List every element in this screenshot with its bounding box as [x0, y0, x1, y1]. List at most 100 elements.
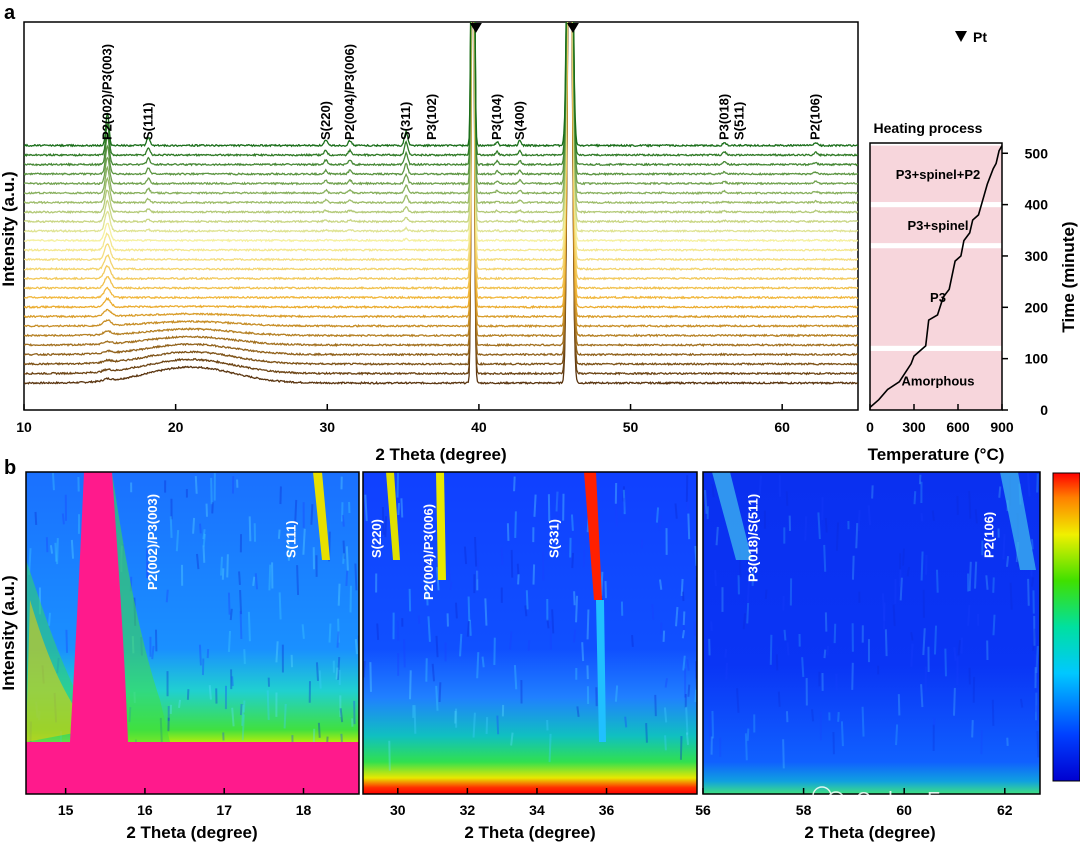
- b3-x-ticks: 56 58 60 62: [695, 788, 1013, 818]
- heatmap-streak: [555, 491, 559, 512]
- heatmap-streak: [438, 682, 442, 703]
- xrd-trace: [24, 22, 858, 186]
- peak-annotation: S(220): [369, 519, 384, 558]
- heatmap-streak: [861, 706, 865, 737]
- heatmap-streak: [744, 733, 748, 761]
- heatmap-streak: [54, 542, 58, 562]
- x-tick-label: 40: [471, 419, 487, 435]
- heatmap-streak: [674, 503, 678, 519]
- heatmap-streak: [935, 569, 939, 593]
- heatmap-streak: [1009, 582, 1013, 610]
- heatmap-streak: [1027, 472, 1031, 497]
- heatmap-streak: [514, 511, 517, 538]
- heating-y-tick-label: 200: [1025, 299, 1049, 315]
- heatmap-streak: [376, 623, 380, 641]
- heatmap-streak: [169, 516, 173, 538]
- heatmap-streak: [525, 590, 529, 610]
- heating-y-tick-label: 300: [1025, 248, 1049, 264]
- heatmap-streak: [685, 706, 689, 735]
- heatmap-streak: [436, 567, 440, 591]
- heatmap-streak: [336, 631, 340, 648]
- peak-label: P3(104): [489, 94, 504, 140]
- heatmap-streak: [998, 486, 1002, 498]
- heatmap-streak: [425, 579, 429, 606]
- heatmap-streak: [533, 494, 537, 517]
- heatmap-streak: [835, 522, 840, 551]
- heatmap-streak: [447, 558, 451, 582]
- heatmap-streak: [832, 732, 835, 755]
- heatmap-streak: [409, 670, 412, 700]
- heating-x-tick-label: 0: [866, 419, 874, 435]
- heatmap-streak: [1035, 646, 1039, 674]
- watermark: Carbon Energy: [812, 786, 991, 811]
- x-tick-label: 36: [599, 802, 615, 818]
- xrd-trace: [24, 22, 858, 329]
- heatmap-streak: [974, 561, 978, 589]
- heatmap-streak: [247, 611, 251, 642]
- peak-annotation: P3(018)/S(511): [745, 494, 760, 582]
- peak-label: P2(004)/P3(006): [342, 44, 357, 140]
- heatmap-streak: [275, 641, 279, 663]
- heatmap-streak: [685, 732, 690, 745]
- heatmap-streak: [485, 717, 489, 734]
- xrd-trace: [24, 22, 858, 357]
- heatmap-streak: [686, 500, 689, 513]
- heatmap-streak: [363, 661, 366, 678]
- s220-peak-trail: [386, 472, 400, 560]
- heatmap-streak: [679, 736, 683, 760]
- heatmap-streak: [210, 477, 213, 505]
- heatmap-streak: [476, 652, 480, 679]
- heating-x-tick-label: 300: [902, 419, 926, 435]
- heatmap-streak: [302, 528, 306, 555]
- heatmap-streak: [884, 629, 888, 657]
- heatmap-streak: [631, 634, 634, 647]
- heatmap-streak: [1034, 686, 1039, 713]
- x-tick-label: 10: [16, 419, 32, 435]
- x-tick-label: 50: [623, 419, 639, 435]
- heatmap-streak: [202, 529, 206, 540]
- heatmap-streak: [658, 515, 662, 531]
- p3-018-peak-trail: [712, 472, 752, 560]
- peak-label: P2(106): [808, 94, 823, 140]
- b2-x-ticks: 30 32 34 36: [390, 788, 615, 818]
- heatmap-streak: [823, 544, 827, 572]
- heatmap-streak: [476, 557, 480, 580]
- heatmap-streak: [178, 699, 182, 709]
- heatmap-streak: [651, 604, 655, 620]
- heating-y-tick-label: 0: [1040, 402, 1048, 418]
- phase-label: P3+spinel+P2: [896, 167, 981, 182]
- x-tick-label: 60: [774, 419, 790, 435]
- heatmap-streak: [229, 608, 233, 621]
- heatmap-streak: [70, 539, 75, 559]
- x-tick-label: 34: [529, 802, 545, 818]
- heatmap-streak: [586, 609, 590, 640]
- p2-106-peak-trail: [1000, 472, 1036, 570]
- heatmap-streak: [682, 655, 686, 671]
- xrd-trace: [24, 22, 858, 196]
- heatmap-streak: [782, 739, 785, 769]
- y-axis-title: Intensity (a.u.): [0, 171, 18, 286]
- peak-annotation: S(331): [546, 519, 561, 558]
- heatmap-frame: [25, 471, 360, 795]
- heatmap-streak: [920, 684, 924, 708]
- heatmap-streak: [548, 733, 552, 763]
- s331-lower-trail: [596, 600, 606, 742]
- peak-label: P2(002)/P3(003): [99, 44, 114, 140]
- heatmap-streak: [687, 513, 691, 540]
- heatmap-streak: [396, 620, 400, 641]
- heatmap-streak: [968, 490, 972, 519]
- peak-label: S(400): [512, 101, 527, 140]
- heating-profile-line: [869, 145, 1003, 409]
- heatmap-streak: [468, 619, 472, 636]
- heating-title: Heating process: [874, 120, 983, 136]
- heatmap-streak: [192, 517, 196, 534]
- heatmap-streak: [895, 724, 899, 746]
- heatmap-streak: [952, 687, 956, 716]
- heating-frame: [869, 142, 1003, 411]
- peak-annotation: P2(106): [982, 512, 997, 558]
- heatmap-streak: [575, 595, 579, 623]
- heatmap-streak: [506, 523, 510, 541]
- heatmap-background: [703, 472, 1040, 794]
- heatmap-streak: [736, 688, 740, 713]
